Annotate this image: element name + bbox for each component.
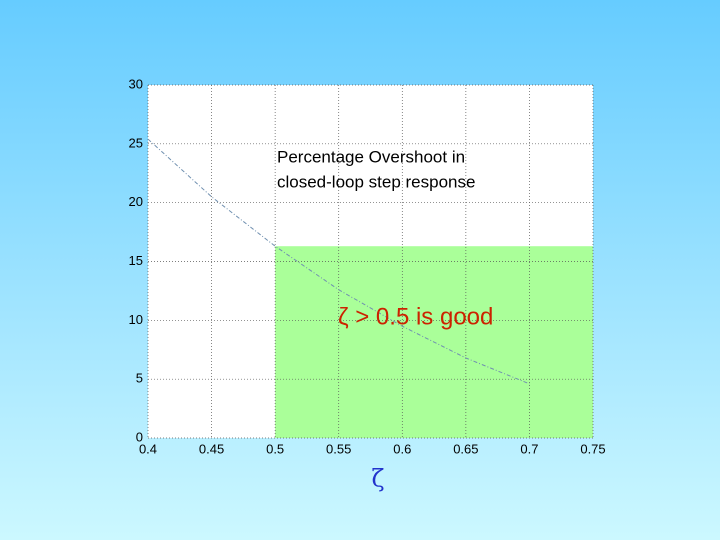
y-tick-label: 5 xyxy=(136,371,143,386)
x-tick-label: 0.45 xyxy=(199,441,224,456)
x-tick-label: 0.55 xyxy=(326,441,351,456)
x-tick-label: 0.75 xyxy=(580,441,605,456)
highlight-label: ζ > 0.5 is good xyxy=(338,303,493,330)
y-tick-label: 30 xyxy=(129,76,143,91)
y-tick-label: 15 xyxy=(129,253,143,268)
y-tick-label: 25 xyxy=(129,135,143,150)
x-axis-label: ζ xyxy=(371,465,384,493)
annotation: Percentage Overshoot in xyxy=(277,147,465,166)
x-tick-label: 0.65 xyxy=(453,441,478,456)
y-tick-label: 0 xyxy=(136,429,143,444)
x-tick-label: 0.6 xyxy=(393,441,411,456)
annotation: closed-loop step response xyxy=(277,172,475,191)
data-line xyxy=(147,138,530,385)
x-tick-label: 0.4 xyxy=(139,441,157,456)
x-tick-label: 0.5 xyxy=(266,441,284,456)
y-tick-label: 10 xyxy=(129,312,143,327)
x-tick-label: 0.7 xyxy=(520,441,538,456)
y-tick-label: 20 xyxy=(129,194,143,209)
